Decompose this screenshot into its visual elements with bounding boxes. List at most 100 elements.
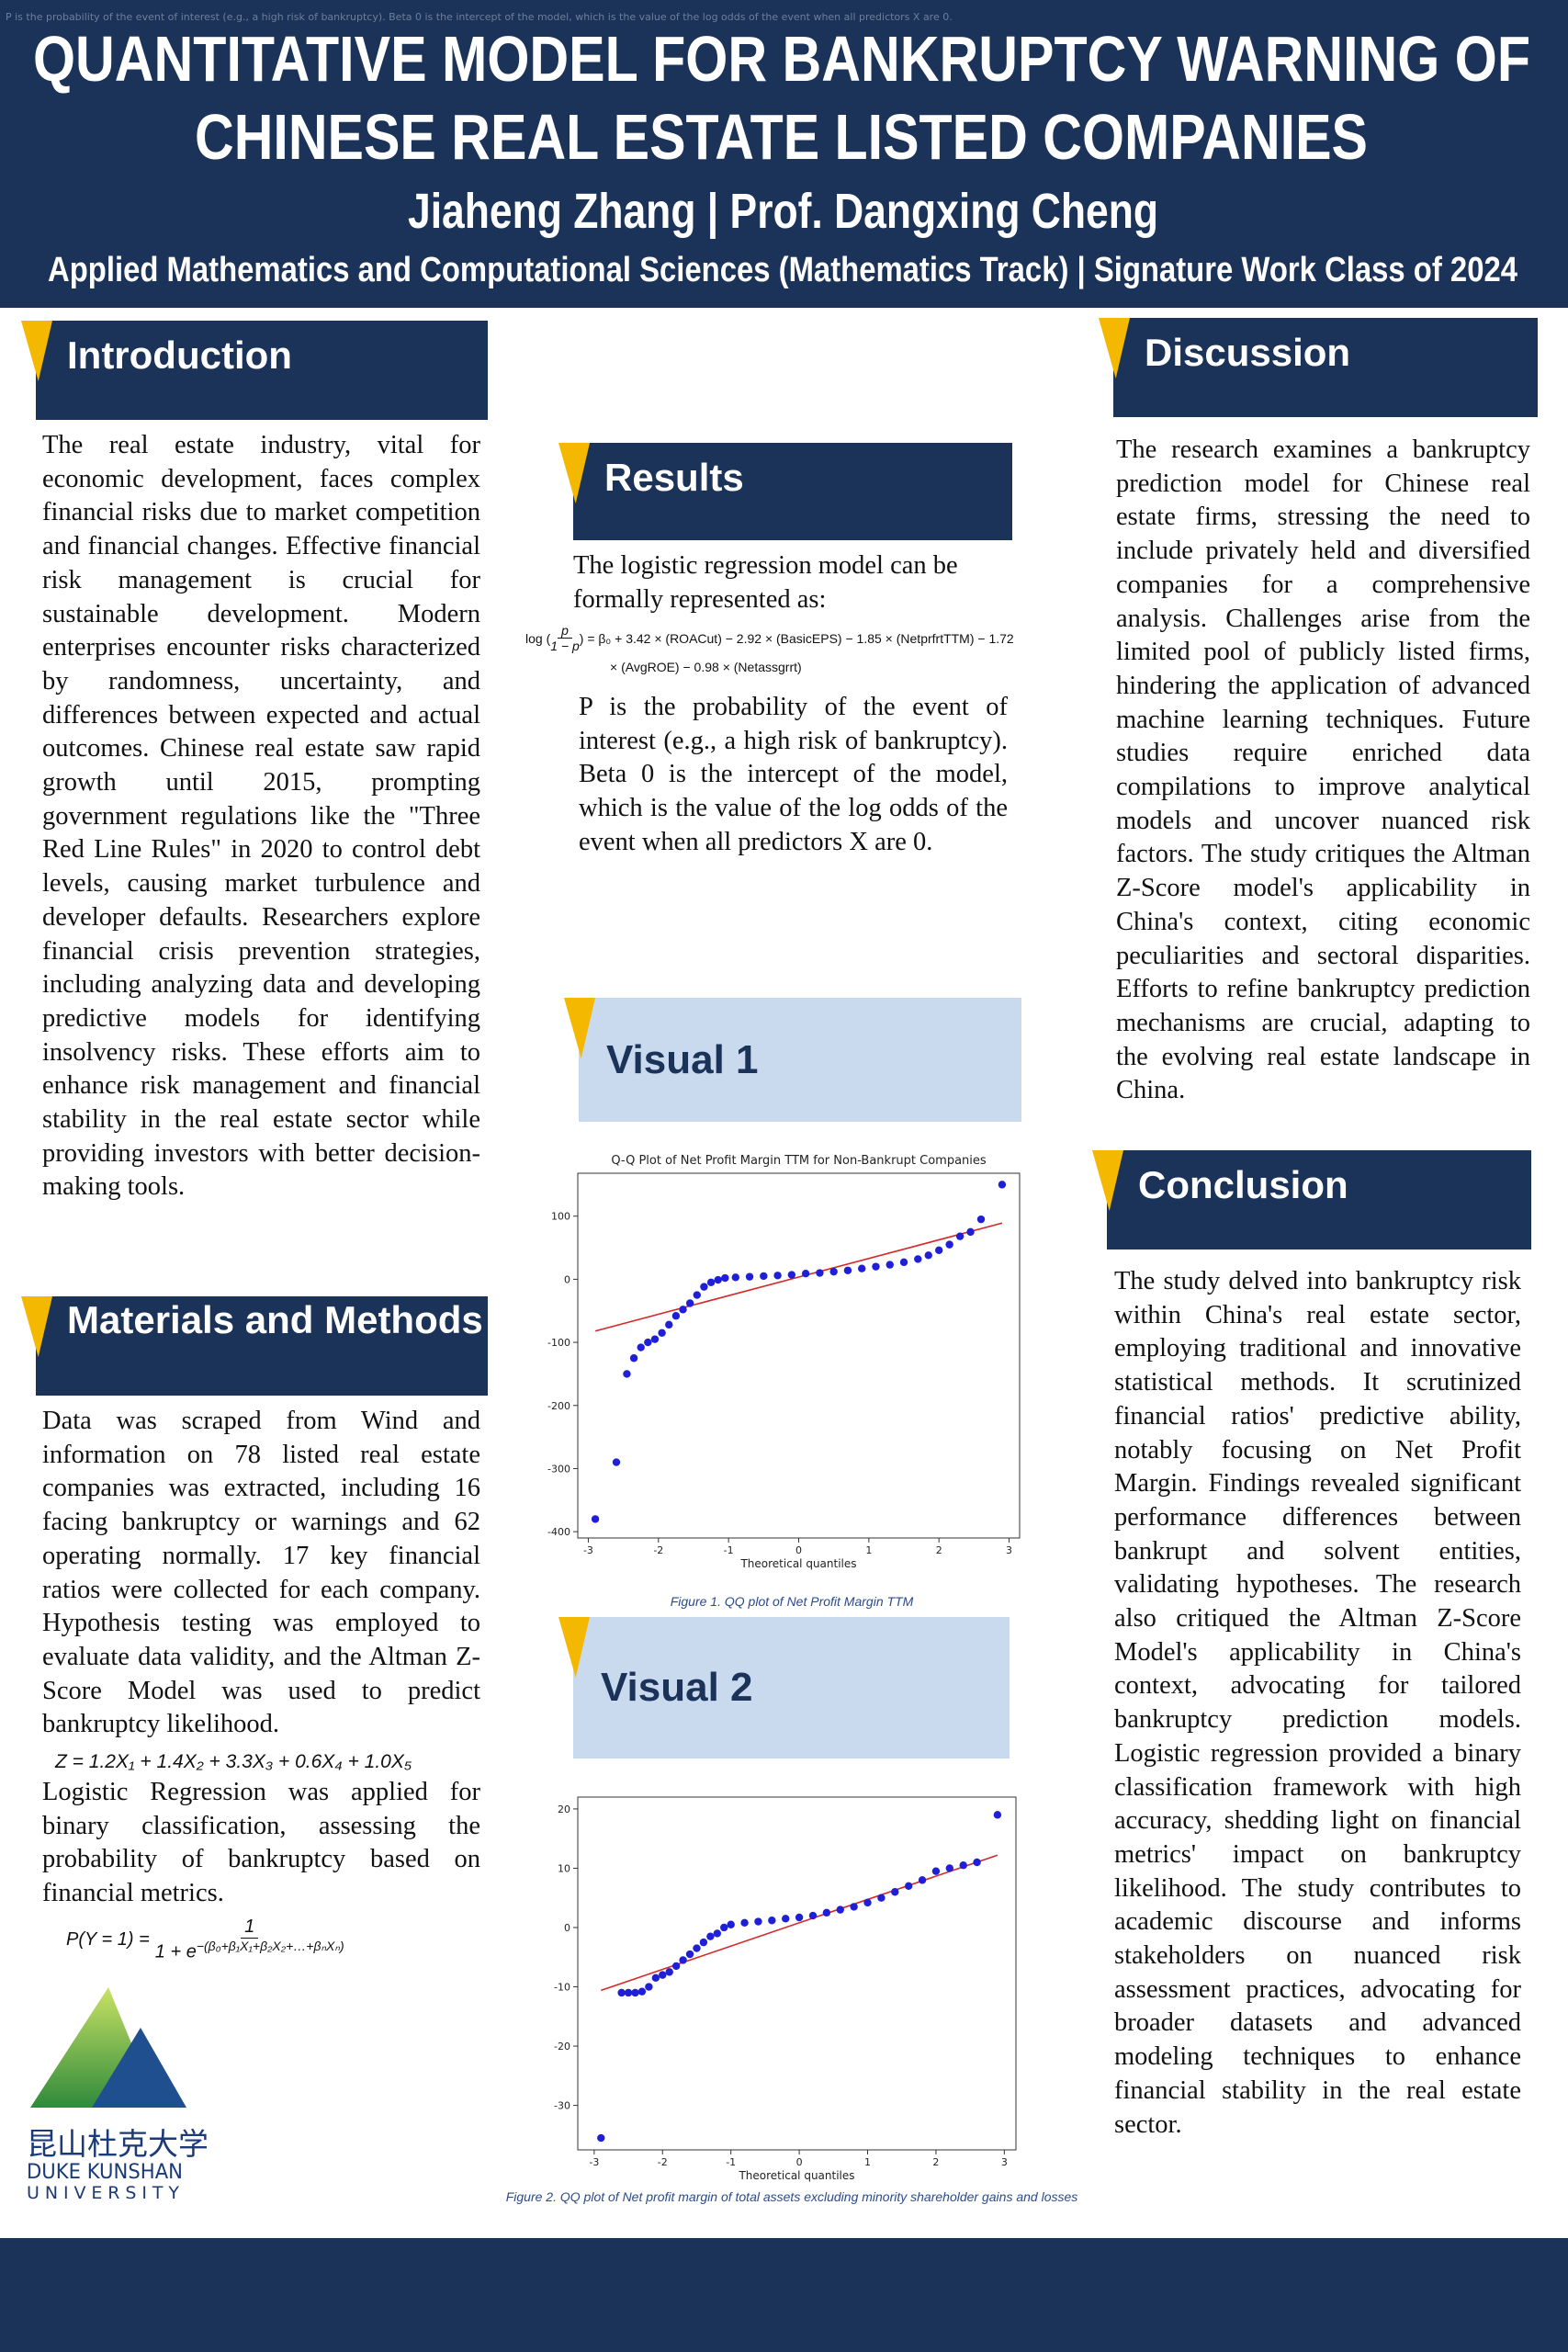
data-point	[731, 1273, 739, 1282]
data-point	[934, 1246, 943, 1254]
data-point	[597, 2133, 605, 2143]
y-tick-label: 10	[558, 1862, 570, 1874]
y-tick-label: -400	[547, 1526, 570, 1538]
data-point	[685, 1299, 694, 1307]
logo: 昆山杜克大学 DUKE KUNSHAN UNIVERSITY	[27, 1987, 207, 2203]
data-point	[808, 1911, 818, 1920]
data-point	[617, 1988, 626, 1997]
data-point	[872, 1262, 880, 1271]
data-point	[993, 1811, 1002, 1819]
data-point	[659, 1971, 667, 1979]
section-heading: Introduction	[36, 321, 488, 420]
data-point	[877, 1894, 886, 1902]
data-point	[858, 1264, 866, 1272]
formula-part: ) = β₀ + 3.42 × (ROACut) − 2.92 × (Basic…	[579, 630, 1014, 646]
data-point	[665, 1968, 673, 1976]
plot-frame	[577, 1172, 1021, 1539]
data-point	[591, 1515, 600, 1523]
data-point	[973, 1858, 981, 1867]
y-tick-label: 0	[564, 1922, 570, 1934]
visual-heading: Visual 2	[573, 1617, 1010, 1758]
x-tick-label: -3	[589, 2156, 599, 2168]
formula-fraction: p 1 − p	[550, 623, 580, 653]
formula-part: log (	[525, 630, 551, 646]
regression-formula: log ( p 1 − p ) = β₀ + 3.42 × (ROACut) −…	[525, 623, 1014, 653]
title-line: QUANTITATIVE MODEL FOR BANKRUPTCY WARNIN…	[33, 23, 1530, 95]
y-tick-label: -300	[547, 1463, 570, 1475]
data-point	[782, 1915, 790, 1923]
data-point	[945, 1864, 954, 1872]
y-tick-label: -20	[554, 2041, 570, 2052]
data-point	[685, 1950, 694, 1959]
data-point	[959, 1861, 967, 1870]
results-text: P is the probability of the event of int…	[579, 693, 1008, 856]
data-point	[651, 1973, 660, 1983]
y-tick-label: -10	[554, 1982, 570, 1994]
data-point	[637, 1987, 647, 1996]
title-line: CHINESE REAL ESTATE LISTED COMPANIES	[195, 101, 1368, 173]
data-point	[706, 1278, 716, 1287]
figure-caption: Figure 1. QQ plot of Net Profit Margin T…	[670, 1594, 914, 1609]
data-point	[623, 1370, 631, 1378]
data-point	[665, 1320, 673, 1329]
data-point	[644, 1338, 652, 1347]
data-point	[904, 1882, 913, 1891]
x-tick-label: -1	[726, 2156, 736, 2168]
conclusion-text: The study delved into bankruptcy risk wi…	[1114, 1267, 1521, 2139]
y-tick-label: -100	[547, 1337, 570, 1349]
x-tick-label: 0	[796, 2156, 803, 2168]
section-heading: Results	[573, 443, 1012, 540]
qq-plot: Q-Q Plot of Net Profit Margin TTM for No…	[547, 1154, 1021, 1570]
y-tick-label: -30	[554, 2100, 570, 2112]
y-tick-label: -200	[547, 1400, 570, 1412]
data-point	[863, 1898, 872, 1907]
x-tick-label: -3	[583, 1544, 593, 1556]
affiliation: Applied Mathematics and Computational Sc…	[48, 251, 1517, 289]
formula-fraction: 1 1 + e−(β₀+β₁X₁+β₂X₂+…+βₙXₙ)	[155, 1917, 344, 1963]
data-point	[645, 1983, 653, 1991]
authors: Jiaheng Zhang | Prof. Dangxing Cheng	[408, 184, 1158, 240]
data-point	[850, 1903, 858, 1911]
formula-exponent: −(β₀+β₁X₁+β₂X₂+…+βₙXₙ)	[196, 1939, 344, 1953]
plot-frame	[577, 1796, 1017, 2151]
data-point	[945, 1240, 953, 1249]
data-point	[720, 1923, 728, 1932]
data-point	[773, 1272, 782, 1280]
y-tick-label: 100	[551, 1211, 570, 1223]
data-point	[966, 1227, 975, 1237]
data-point	[795, 1913, 804, 1922]
x-tick-label: 3	[1006, 1544, 1012, 1556]
section-heading: Materials and Methods	[36, 1296, 488, 1396]
data-point	[955, 1232, 964, 1240]
data-point	[886, 1261, 894, 1269]
data-point	[714, 1275, 722, 1284]
formula-denominator: 1 − p	[550, 639, 580, 653]
formula-base: 1 + e	[154, 1941, 197, 1962]
data-point	[740, 1918, 749, 1928]
logo-mountain	[92, 2028, 186, 2108]
x-axis-label: Theoretical quantiles	[738, 2169, 854, 2182]
data-point	[713, 1929, 722, 1938]
formula-part: × (AvgROE) − 0.98 × (Netassgrrt)	[610, 660, 802, 674]
data-point	[891, 1888, 899, 1896]
x-tick-label: 1	[864, 2156, 871, 2168]
data-point	[679, 1956, 687, 1964]
introduction-text: The real estate industry, vital for econ…	[42, 431, 480, 1202]
data-point	[787, 1271, 796, 1279]
section-heading: Discussion	[1113, 318, 1538, 417]
x-tick-label: 0	[795, 1544, 802, 1556]
data-point	[760, 1272, 768, 1281]
data-point	[631, 1988, 639, 1997]
section-heading: Conclusion	[1107, 1150, 1531, 1250]
chart-title: Q-Q Plot of Net Profit Margin TTM for No…	[611, 1154, 987, 1168]
data-point	[671, 1962, 681, 1971]
x-tick-label: 1	[865, 1544, 872, 1556]
header: P is the probability of the event of int…	[0, 0, 1568, 308]
data-point	[658, 1329, 666, 1337]
data-point	[914, 1255, 922, 1263]
data-point	[612, 1458, 621, 1466]
footer	[0, 2238, 1568, 2352]
